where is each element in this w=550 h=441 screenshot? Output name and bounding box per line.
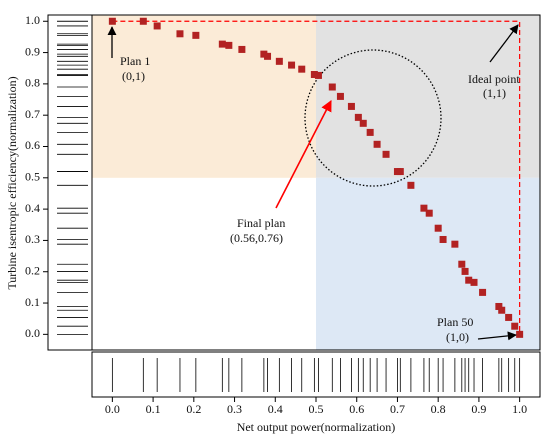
left-rug-panel [47, 14, 93, 351]
annotation: Final plan [237, 216, 285, 230]
region [316, 177, 540, 350]
point [153, 22, 161, 30]
point [439, 235, 447, 243]
point [495, 302, 503, 310]
point [511, 322, 519, 330]
arrow [275, 100, 332, 209]
point [218, 40, 226, 48]
x-tick-label: 0.2 [186, 402, 201, 416]
highlight-circle [304, 49, 442, 187]
point [382, 150, 390, 158]
point [407, 181, 415, 189]
bottom-rug-panel [91, 351, 541, 398]
point [354, 113, 362, 121]
annotation: (0.56,0.76) [230, 231, 283, 245]
point [264, 52, 272, 60]
annotation: (0,1) [122, 69, 145, 83]
y-tick-label: 0.4 [25, 201, 40, 215]
point [347, 102, 355, 110]
point [470, 278, 478, 286]
point [396, 168, 404, 176]
x-tick-label: 0.3 [227, 402, 242, 416]
y-tick-label: 0.1 [25, 295, 40, 309]
x-axis-label: Net output power(normalization) [237, 420, 396, 434]
point [434, 224, 442, 232]
point [260, 50, 268, 58]
region [316, 15, 540, 178]
point [373, 140, 381, 148]
point [108, 17, 116, 25]
x-tick-label: 0.6 [349, 402, 364, 416]
y-tick-label: 0.2 [25, 263, 40, 277]
x-tick-label: 0.8 [431, 402, 446, 416]
point [465, 276, 473, 284]
y-tick-label: 0.8 [25, 76, 40, 90]
x-tick-label: 0.0 [105, 402, 120, 416]
point [461, 267, 469, 275]
x-tick-label: 1.0 [512, 402, 527, 416]
annotation: Ideal point [468, 72, 520, 86]
x-tick-label: 0.7 [390, 402, 405, 416]
annotation: (1,1) [483, 86, 506, 100]
region [92, 15, 316, 178]
point [176, 30, 184, 38]
point [238, 45, 246, 53]
point [479, 288, 487, 296]
point [451, 240, 459, 248]
point [516, 330, 524, 338]
background-regions [92, 15, 540, 350]
annotation: Plan 50 [437, 315, 473, 329]
point [225, 41, 233, 49]
point [298, 65, 306, 73]
point [359, 119, 367, 127]
arrow [489, 24, 519, 63]
point [314, 71, 322, 79]
y-tick-label: 0.0 [25, 326, 40, 340]
point [288, 61, 296, 69]
point [275, 57, 283, 65]
y-tick-label: 0.9 [25, 44, 40, 58]
x-tick-label: 0.4 [268, 402, 283, 416]
x-tick-label: 0.5 [309, 402, 324, 416]
point [328, 83, 336, 91]
y-tick-label: 1.0 [25, 13, 40, 27]
point [505, 313, 513, 321]
point [139, 17, 147, 25]
x-tick-label: 0.9 [471, 402, 486, 416]
y-axis-label: Turbine isentropic efficiency(normalizat… [5, 76, 19, 289]
point [366, 128, 374, 136]
point [310, 70, 318, 78]
annotation: (1,0) [446, 330, 469, 344]
point [420, 204, 428, 212]
y-tick-label: 0.3 [25, 232, 40, 246]
y-tick-label: 0.7 [25, 107, 40, 121]
x-tick-label: 0.1 [146, 402, 161, 416]
y-tick-label: 0.6 [25, 138, 40, 152]
point [498, 306, 506, 314]
point [425, 209, 433, 217]
point [192, 31, 200, 39]
point [336, 92, 344, 100]
annotation: Plan 1 [120, 54, 150, 68]
arrow [477, 331, 517, 341]
y-tick-label: 0.5 [25, 170, 40, 184]
point [458, 260, 466, 268]
